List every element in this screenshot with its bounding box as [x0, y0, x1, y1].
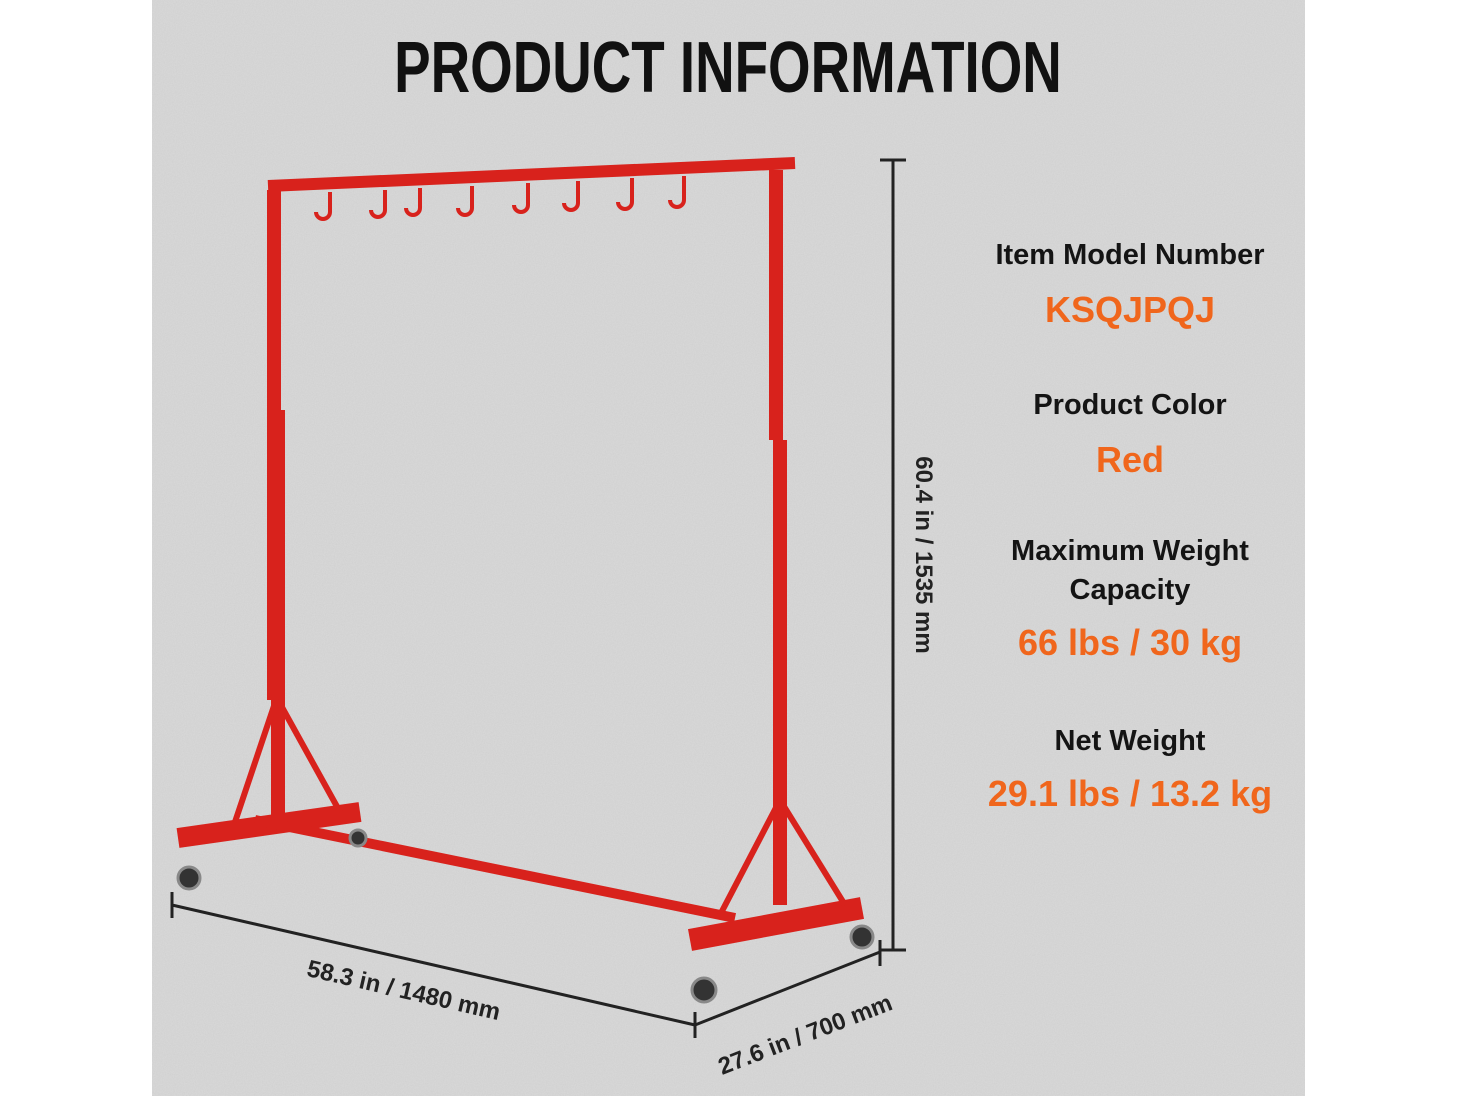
spec-label: Item Model Number: [995, 239, 1265, 271]
spec-label: Maximum Weight Capacity: [1011, 535, 1249, 606]
title: PRODUCT INFORMATION: [394, 27, 1062, 108]
dimension-lines: [170, 158, 906, 1038]
spec-value: 29.1 lbs / 13.2 kg: [987, 773, 1273, 814]
spec-value: KSQJPQJ: [1044, 289, 1216, 330]
spec-weight: Net Weight 29.1 lbs / 13.2 kg: [930, 722, 1330, 815]
spec-label: Product Color: [1033, 389, 1227, 421]
spec-value: 66 lbs / 30 kg: [1017, 622, 1243, 663]
spec-capacity: Maximum Weight Capacity 66 lbs / 30 kg: [990, 532, 1270, 664]
height-label: 60.4 in / 1535 mm: [910, 456, 937, 653]
wheels: [176, 828, 875, 1004]
spec-model: Item Model Number KSQJPQJ: [960, 236, 1300, 331]
product-panel: PRODUCT INFORMATION 60.4 in / 1535 mm 58…: [152, 0, 1305, 1096]
rack: [176, 157, 865, 951]
spec-label: Net Weight: [1054, 725, 1206, 757]
spec-color: Product Color Red: [960, 386, 1300, 481]
spec-value: Red: [1095, 439, 1164, 480]
